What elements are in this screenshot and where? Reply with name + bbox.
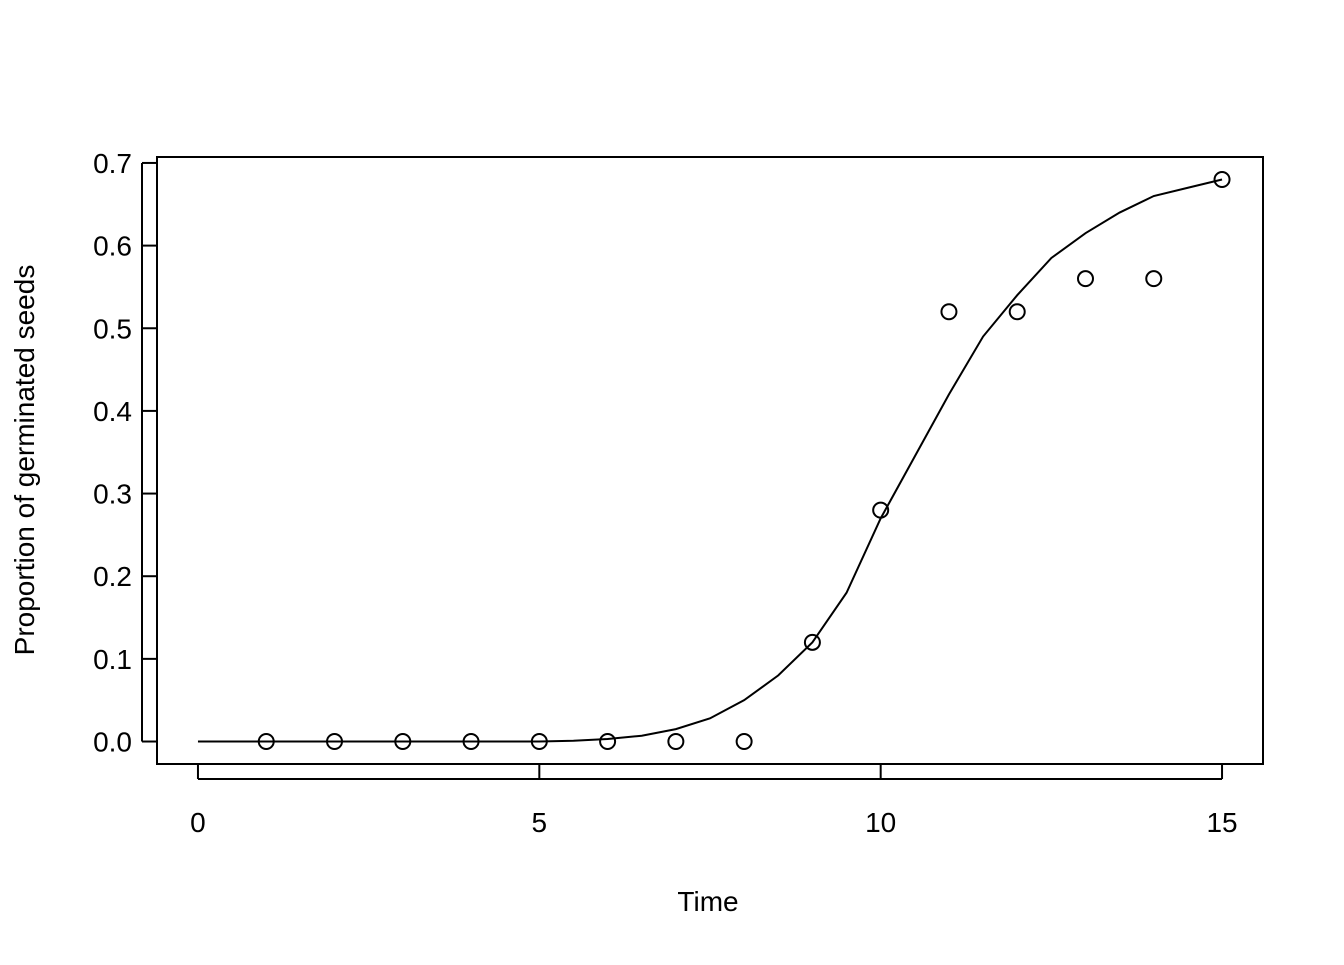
fit-line [197,178,1223,743]
y-tick-label: 0.4 [93,396,132,427]
x-tick-label: 10 [865,807,896,838]
data-point [872,501,890,519]
data-point [326,733,344,751]
data-point [1145,270,1163,288]
y-tick-label: 0.6 [93,231,132,262]
data-point [1008,303,1026,321]
y-tick-label: 0.5 [93,313,132,344]
data-point [803,633,821,651]
y-axis-label: Proportion of germinated seeds [9,265,40,656]
y-tick-label: 0.0 [93,727,132,758]
data-point [530,733,548,751]
data-point [667,733,685,751]
data-point [940,303,958,321]
y-tick-label: 0.1 [93,644,132,675]
x-axis-label: Time [677,886,738,917]
data-point [735,733,753,751]
data-point [1213,170,1231,188]
y-tick-label: 0.7 [93,148,132,179]
data-point [462,733,480,751]
data-point [1076,270,1094,288]
data-point [599,733,617,751]
plot-box [156,156,1264,765]
y-tick-label: 0.2 [93,561,132,592]
data-point [394,733,412,751]
x-tick-label: 0 [190,807,206,838]
data-point [257,733,275,751]
x-tick-label: 15 [1206,807,1237,838]
y-tick-label: 0.3 [93,479,132,510]
x-tick-label: 5 [532,807,548,838]
